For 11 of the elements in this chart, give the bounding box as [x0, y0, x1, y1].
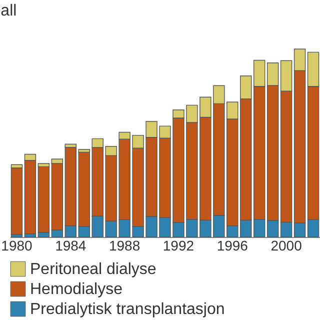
x-tick-label: 1988: [108, 238, 140, 254]
legend-label: Hemodialyse: [30, 281, 123, 298]
y-axis-title: all: [0, 2, 17, 20]
x-tick-label: 1992: [162, 238, 194, 254]
x-tick-label: 2000: [270, 238, 302, 254]
x-tick-label: 1984: [55, 238, 86, 254]
legend-label: Peritoneal dialyse: [30, 261, 156, 278]
bar: [10, 167, 23, 235]
legend-label: Predialytisk transplantasjon: [30, 301, 225, 318]
x-tick-label: 1980: [1, 238, 33, 254]
x-tick-label: 1996: [216, 238, 248, 254]
